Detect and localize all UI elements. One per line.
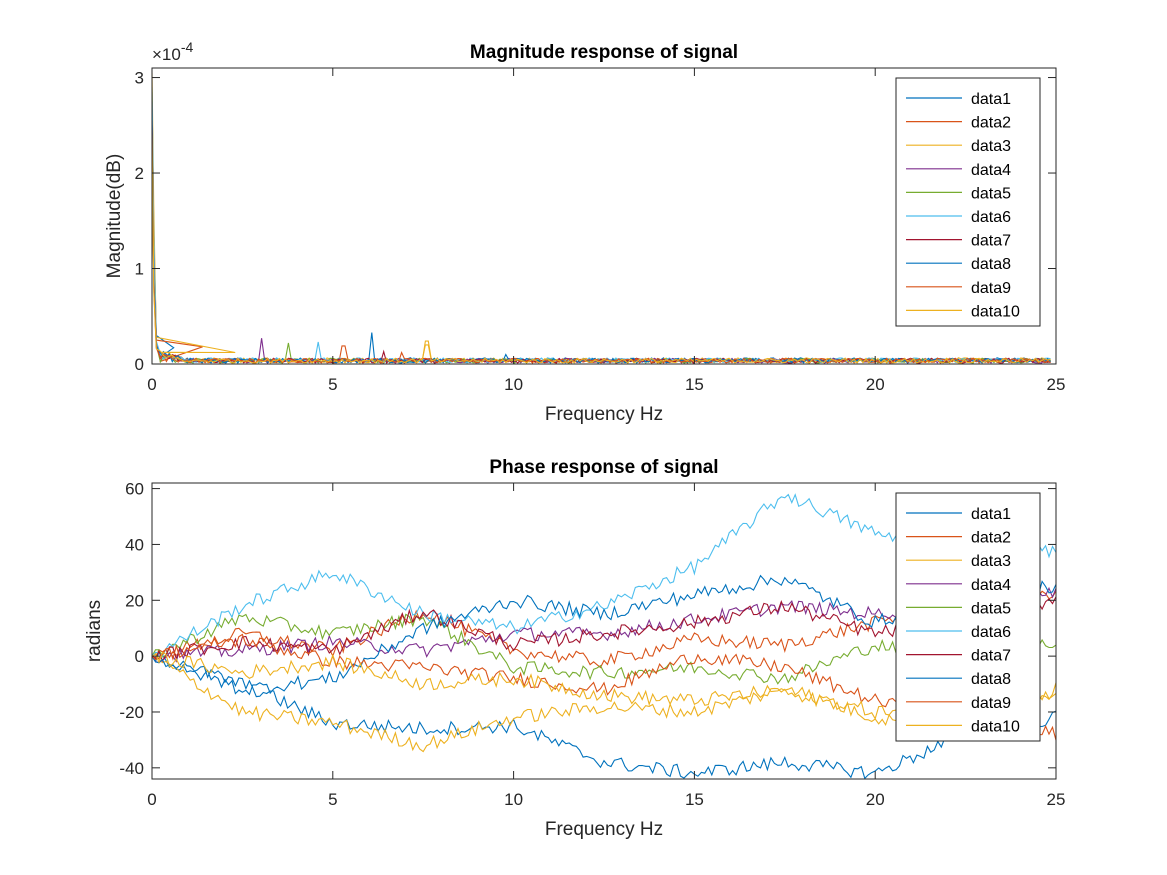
legend-box xyxy=(895,492,1041,742)
legend-entry: data8 xyxy=(971,671,1011,688)
x-tick-label: 20 xyxy=(866,375,885,394)
chart-title: Phase response of signal xyxy=(489,457,718,478)
legend-entry: data3 xyxy=(971,553,1011,570)
y-tick-label: 2 xyxy=(135,164,144,183)
x-tick-label: 15 xyxy=(685,790,704,809)
x-tick-label: 0 xyxy=(147,375,156,394)
legend-entry: data5 xyxy=(971,185,1011,202)
legend-entry: data4 xyxy=(971,577,1011,594)
x-tick-label: 15 xyxy=(685,375,704,394)
y-tick-label: 0 xyxy=(135,355,144,374)
y-tick-label: -20 xyxy=(119,703,144,722)
legend-box xyxy=(895,77,1041,327)
x-tick-label: 25 xyxy=(1047,375,1066,394)
x-tick-label: 20 xyxy=(866,790,885,809)
y-tick-label: 20 xyxy=(125,591,144,610)
y-axis-label: radians xyxy=(84,600,105,662)
x-tick-label: 5 xyxy=(328,375,337,394)
x-axis-label: Frequency Hz xyxy=(545,404,663,425)
legend-entry: data7 xyxy=(971,648,1011,665)
x-axis-label: Frequency Hz xyxy=(545,819,663,840)
x-tick-label: 5 xyxy=(328,790,337,809)
legend-entry: data9 xyxy=(971,695,1011,712)
y-tick-label: 40 xyxy=(125,535,144,554)
legend-entry: data3 xyxy=(971,138,1011,155)
y-exponent-power: -4 xyxy=(181,39,194,55)
legend-entry: data10 xyxy=(971,303,1020,320)
legend-entry: data7 xyxy=(971,233,1011,250)
y-exponent-base: ×10 xyxy=(152,45,181,64)
y-tick-label: 60 xyxy=(125,480,144,499)
y-tick-label: 0 xyxy=(135,647,144,666)
x-tick-label: 10 xyxy=(504,790,523,809)
chart-magnitude: 0 5 10 15 20 25 0 1 2 3 ×10-4 Magnitude response of… xyxy=(104,39,1065,425)
legend: data1 data2 data3 data4 data5 data6 data7 data8… xyxy=(895,77,1041,327)
legend-entry: data9 xyxy=(971,280,1011,297)
legend-entry: data10 xyxy=(971,718,1020,735)
y-tick-label: -40 xyxy=(119,759,144,778)
x-tick-label: 0 xyxy=(147,790,156,809)
legend-entry: data1 xyxy=(971,506,1011,523)
axes-box xyxy=(151,67,1057,365)
legend-entry: data2 xyxy=(971,115,1011,132)
series-line-data10 xyxy=(152,134,1051,364)
axes-box xyxy=(151,482,1057,780)
legend-entry: data1 xyxy=(971,91,1011,108)
y-axis-label: Magnitude(dB) xyxy=(104,154,125,279)
x-tick-label: 10 xyxy=(504,375,523,394)
series-line-data1 xyxy=(152,651,1056,779)
y-tick-label: 3 xyxy=(135,69,144,88)
series-group xyxy=(152,72,1052,364)
legend-entry: data8 xyxy=(971,256,1011,273)
legend-entry: data6 xyxy=(971,209,1011,226)
legend-entry: data4 xyxy=(971,162,1011,179)
y-tick-label: 1 xyxy=(135,260,144,279)
chart-phase: 0 5 10 15 20 25 -40 -20 0 20 40 60 Phase response of… xyxy=(84,457,1065,840)
x-tick-label: 25 xyxy=(1047,790,1066,809)
legend-entry: data2 xyxy=(971,530,1011,547)
chart-title: Magnitude response of signal xyxy=(470,42,738,63)
y-exponent-label: ×10-4 xyxy=(152,39,194,64)
legend-entry: data6 xyxy=(971,624,1011,641)
legend: data1 data2 data3 data4 data5 data6 data7 data8… xyxy=(895,492,1041,742)
legend-entry: data5 xyxy=(971,600,1011,617)
